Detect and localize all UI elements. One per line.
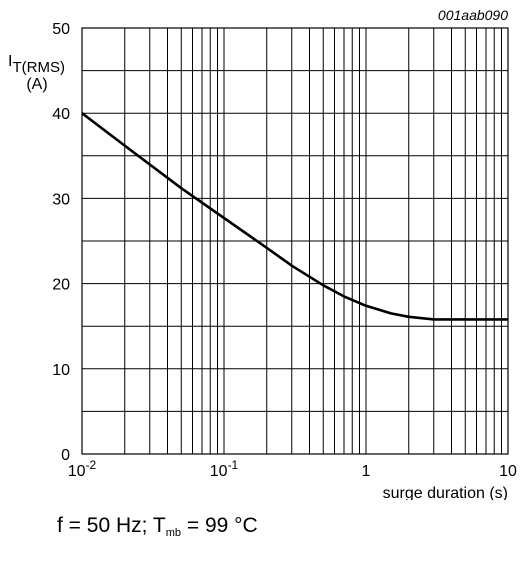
y-axis-label-main: I [8,53,12,70]
series-line [81,112,508,321]
x-tick-label: 10-2 [68,458,97,480]
x-axis-label: surge duration (s) [383,485,508,500]
caption-prefix: f = 50 Hz; T [57,514,166,537]
y-tick-label: 0 [61,447,70,464]
y-tick-label: 20 [52,277,70,294]
y-tick-label: 10 [52,362,70,379]
plot-frame [81,27,509,455]
x-tick-label: 10 [499,463,517,480]
caption-sub: mb [165,527,182,539]
y-axis-unit: (A) [26,76,47,93]
chart-caption: f = 50 Hz; Tmb = 99 °C [57,514,258,539]
y-tick-labels: 0 10 20 30 40 50 [52,21,70,464]
y-axis-label: IT(RMS) [8,53,65,76]
chart-grid [81,27,509,455]
y-tick-label: 30 [52,191,70,208]
caption-suffix: = 99 °C [181,514,258,537]
y-axis-label-sub: T(RMS) [12,59,65,76]
y-tick-label: 40 [52,106,70,123]
figure-id: 001aab090 [438,7,508,23]
surge-current-chart: 0 10 20 30 40 50 10-2 10-1 1 10 001aab090 IT(RMS… [8,7,517,500]
x-tick-labels: 10-2 10-1 1 10 [68,458,517,480]
x-tick-label: 10-1 [210,458,239,480]
y-tick-label: 50 [52,21,70,38]
x-tick-label: 1 [362,463,371,480]
